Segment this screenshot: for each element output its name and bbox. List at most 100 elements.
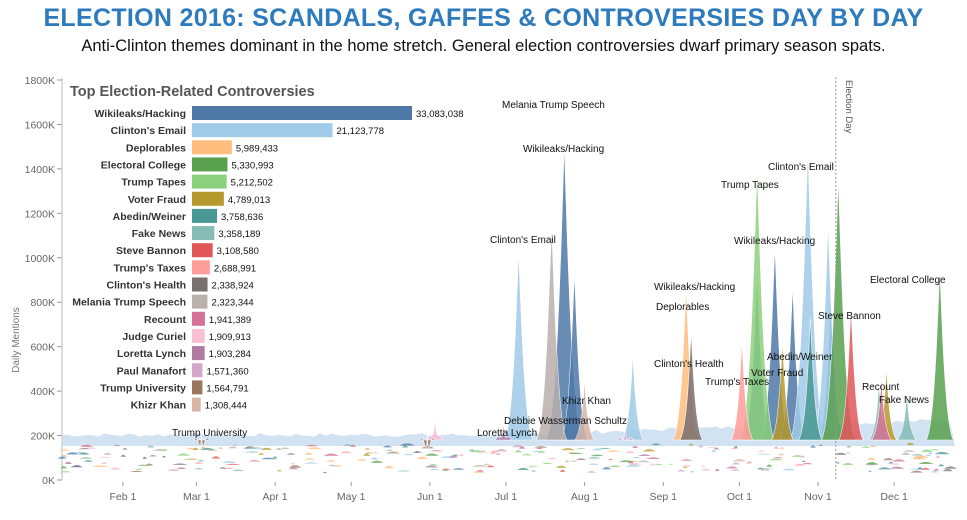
baseline-noise-mark	[651, 443, 661, 446]
baseline-noise-mark	[668, 463, 673, 465]
baseline-noise-mark	[865, 462, 879, 465]
baseline-noise-mark	[606, 450, 621, 452]
baseline-noise-mark	[402, 445, 408, 448]
baseline-noise-mark	[588, 463, 600, 465]
y-tick-label: 800K	[30, 297, 55, 309]
bar-category-label: Clinton's Health	[107, 280, 187, 292]
baseline-noise-mark	[701, 465, 706, 468]
annotation-label: Recount	[862, 382, 899, 393]
baseline-noise-mark	[846, 445, 852, 448]
baseline-noise-mark	[481, 450, 486, 452]
baseline-noise-mark	[474, 452, 490, 454]
baseline-noise-mark	[495, 453, 501, 455]
baseline-noise-mark	[933, 468, 940, 471]
baseline-noise-mark	[713, 447, 720, 450]
bar-steve-bannon	[192, 243, 213, 258]
baseline-noise-mark	[912, 456, 927, 460]
area-peak-steve-bannon	[837, 306, 865, 441]
baseline-noise-mark	[730, 469, 740, 471]
baseline-noise-mark	[521, 453, 532, 456]
bar-category-label: Recount	[144, 314, 187, 326]
baseline-noise-mark	[113, 444, 121, 446]
annotation-label: Wikileaks/Hacking	[654, 282, 735, 293]
baseline-noise-mark	[176, 453, 191, 456]
baseline-noise-mark	[59, 471, 72, 473]
baseline-noise-mark	[608, 458, 613, 461]
baseline-noise-mark	[258, 453, 265, 455]
annotation-label: Deplorables	[656, 302, 709, 313]
area-peak-trump-university	[419, 435, 436, 449]
baseline-noise-mark	[517, 467, 530, 470]
baseline-noise-mark	[942, 469, 953, 472]
annotation-label: Trump Tapes	[721, 180, 779, 191]
baseline-noise-mark	[371, 457, 378, 460]
baseline-noise-mark	[192, 447, 199, 450]
bar-value-label: 1,909,913	[209, 332, 251, 343]
bar-wikileaks-hacking	[192, 106, 412, 120]
baseline-noise-mark	[526, 465, 540, 467]
baseline-noise-mark	[325, 460, 336, 462]
baseline-noise-mark	[134, 468, 144, 470]
baseline-noise-mark	[372, 451, 379, 454]
bar-clinton-s-email	[192, 123, 333, 138]
baseline-noise-mark	[303, 458, 315, 460]
bar-trump-tapes	[192, 174, 227, 189]
annotation-label: Wikileaks/Hacking	[523, 144, 604, 155]
baseline-noise-mark	[429, 468, 440, 471]
baseline-noise-mark	[385, 452, 401, 454]
baseline-noise-mark	[142, 456, 147, 459]
baseline-noise-mark	[782, 468, 796, 471]
baseline-noise-mark	[910, 470, 924, 473]
bar-chart-panel: Top Election-Related Controversies Wikile…	[70, 84, 464, 412]
baseline-noise-mark	[286, 453, 296, 455]
baseline-noise-mark	[323, 453, 339, 456]
area-peak-electoral-college	[925, 268, 955, 441]
bar-value-label: 1,903,284	[209, 349, 251, 360]
x-tick-label: Oct 1	[727, 491, 752, 503]
baseline-noise-mark	[416, 456, 429, 460]
baseline-noise-mark	[97, 456, 112, 458]
baseline-noise-mark	[232, 444, 238, 447]
baseline-noise-mark	[917, 467, 924, 470]
bar-value-label: 1,941,389	[209, 315, 251, 326]
baseline-noise-mark	[495, 449, 508, 452]
y-tick-label: 400K	[30, 386, 55, 398]
baseline-noise-mark	[403, 453, 415, 456]
bar-voter-fraud	[192, 191, 224, 206]
baseline-noise-mark	[79, 457, 93, 459]
baseline-noise-mark	[711, 449, 717, 453]
bar-clinton-s-health	[192, 277, 208, 292]
bar-trump-university	[192, 380, 203, 395]
area-peak-abedin-weiner	[797, 317, 823, 441]
bar-melania-trump-speech	[192, 294, 208, 309]
baseline-noise-mark	[103, 452, 112, 455]
x-tick-label: Apr 1	[263, 491, 288, 503]
baseline-noise-mark	[78, 452, 90, 455]
baseline-noise-mark	[888, 461, 894, 464]
baseline-noise-mark	[223, 467, 234, 469]
baseline-noise-mark	[529, 466, 534, 468]
baseline-noise-mark	[625, 464, 641, 467]
bar-category-label: Steve Bannon	[116, 245, 186, 257]
y-tick-label: 1600K	[25, 119, 55, 131]
y-tick-label: 200K	[30, 431, 55, 443]
baseline-noise-mark	[260, 447, 273, 450]
baseline-noise-mark	[396, 470, 411, 472]
baseline-noise-mark	[779, 447, 786, 449]
baseline-noise-mark	[731, 447, 739, 450]
baseline-noise-mark	[925, 455, 932, 457]
baseline-noise-mark	[918, 461, 934, 464]
baseline-noise-mark	[794, 463, 805, 466]
baseline-noise-mark	[866, 457, 876, 460]
baseline-noise-mark	[328, 464, 337, 467]
baseline-noise-mark	[518, 446, 526, 449]
annotation-label: Voter Fraud	[751, 368, 803, 379]
baseline-noise-mark	[930, 470, 939, 473]
area-peak-trump-university	[193, 433, 210, 447]
baseline-noise-mark	[733, 445, 738, 448]
baseline-noise-mark	[632, 456, 641, 459]
baseline-noise-mark	[591, 448, 603, 451]
baseline-noise-mark	[835, 462, 840, 464]
baseline-noise-mark	[449, 455, 458, 458]
baseline-noise-mark	[120, 454, 126, 457]
